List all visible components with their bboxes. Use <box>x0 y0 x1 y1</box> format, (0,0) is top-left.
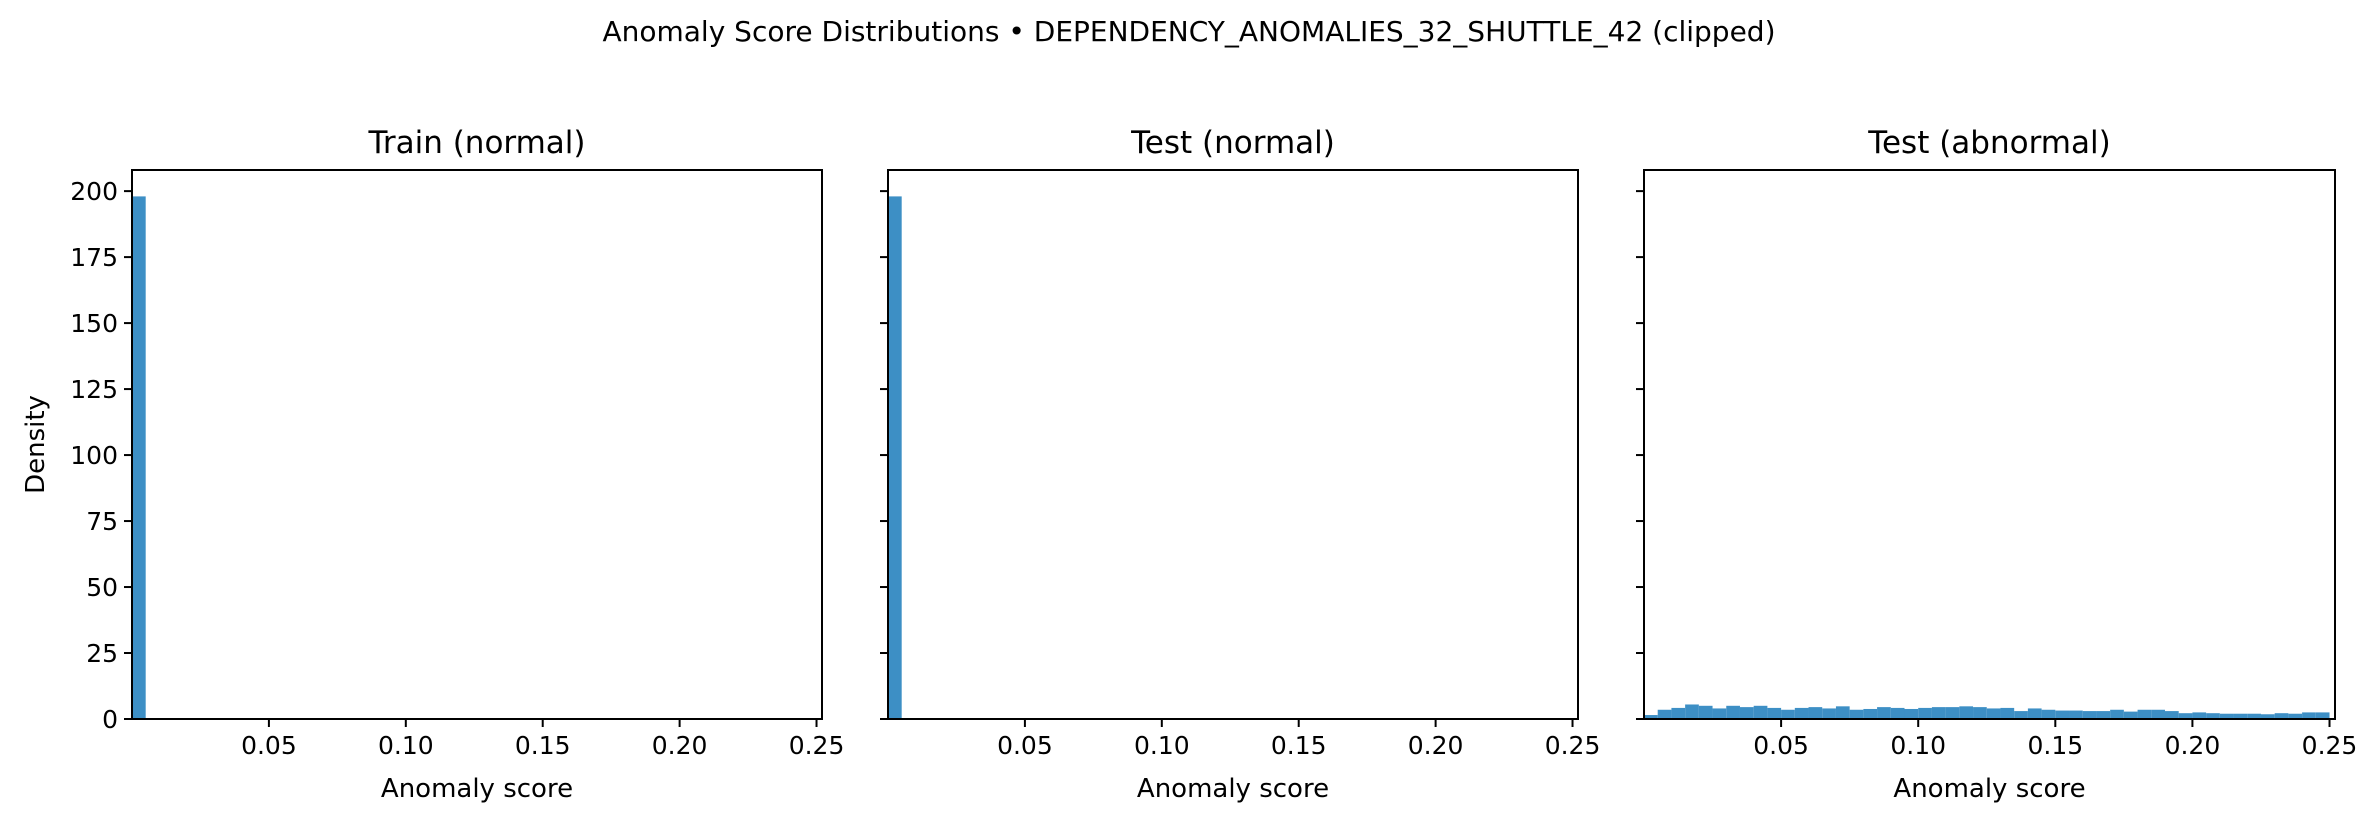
histogram-bar <box>2302 712 2316 719</box>
histogram-bar <box>2069 710 2083 719</box>
histogram-bar <box>2123 711 2138 719</box>
histogram-bar <box>1986 708 2001 719</box>
panels: Train (normal) 0.05 0.10 0.15 0.20 0.25 0 25 50 7… <box>21 125 2357 804</box>
y-axis-label: Density <box>21 395 51 494</box>
histogram-bar <box>2288 713 2303 719</box>
histogram-bar <box>1849 709 1864 719</box>
histogram-bar <box>2178 713 2193 719</box>
histogram-bar <box>1767 707 1782 719</box>
histogram-bar <box>1835 706 1850 719</box>
histogram-bar <box>1644 715 1658 719</box>
histogram-bar <box>888 196 902 719</box>
histogram-bar <box>2110 709 2124 719</box>
histogram-bar <box>1739 707 1754 719</box>
histogram-bar <box>1973 707 1987 719</box>
histogram-bar <box>2219 713 2234 719</box>
histogram-bar <box>2041 709 2056 719</box>
histogram-bar <box>2096 711 2111 719</box>
y-tick-label: 175 <box>70 243 118 272</box>
histogram-bar <box>1904 708 1919 719</box>
x-tick-label: 0.15 <box>515 731 571 760</box>
x-tick-label: 0.10 <box>1890 731 1946 760</box>
histogram-bar <box>1890 707 1905 719</box>
subplot-1: Train (normal) 0.05 0.10 0.15 0.20 0.25 0 25 50 7… <box>21 125 844 804</box>
x-tick-label: 0.20 <box>1408 731 1464 760</box>
histogram-bar <box>2137 709 2152 719</box>
histogram-bar <box>1794 707 1809 719</box>
y-tick-label: 200 <box>70 177 118 206</box>
x-tick-label: 0.10 <box>378 731 434 760</box>
histogram-bar <box>2082 711 2097 719</box>
subplot-title: Test (abnormal) <box>1867 125 2110 161</box>
histogram-bar <box>2164 711 2179 719</box>
histogram-bar <box>2151 709 2165 719</box>
histogram-bar <box>1685 704 1699 719</box>
x-tick-label: 0.25 <box>2302 731 2358 760</box>
histogram-bar <box>2274 713 2289 719</box>
histogram-bar <box>1657 709 1672 719</box>
y-tick-label: 0 <box>102 705 118 734</box>
histogram-bar <box>1698 705 1713 719</box>
histogram-bar <box>1959 706 1974 719</box>
histogram-bar <box>2315 712 2330 719</box>
y-tick-label: 25 <box>86 639 118 668</box>
x-tick-label: 0.05 <box>241 731 297 760</box>
y-tick-label: 125 <box>70 375 118 404</box>
y-tick-label: 100 <box>70 441 118 470</box>
histogram-bar <box>1726 705 1740 719</box>
x-tick-label: 0.20 <box>2165 731 2221 760</box>
plot-frame <box>131 169 823 720</box>
histogram-bar <box>1671 707 1686 719</box>
x-axis-label: Anomaly score <box>1137 774 1329 804</box>
histogram-bar <box>1712 708 1727 719</box>
histogram-bar <box>2233 713 2248 719</box>
histogram-bar <box>1918 707 1932 719</box>
histogram-bar <box>1781 709 1795 719</box>
histogram-bar <box>2014 711 2028 719</box>
x-tick-label: 0.25 <box>1545 731 1601 760</box>
histogram-bar <box>132 196 146 719</box>
x-tick-label: 0.15 <box>1271 731 1327 760</box>
plot-frame <box>887 169 1579 720</box>
plot-frame <box>1643 169 2336 720</box>
subplot-3: Test (abnormal) 0.05 0.10 0.15 0.20 0.25 Anoma… <box>1636 125 2357 804</box>
x-tick-label: 0.25 <box>789 731 845 760</box>
figure-title: Anomaly Score Distributions • DEPENDENCY… <box>602 15 1775 48</box>
histogram-bar <box>1945 707 1960 719</box>
histogram-bar <box>2247 713 2261 719</box>
x-tick-label: 0.05 <box>1753 731 1809 760</box>
histogram-bar <box>2000 707 2015 719</box>
histogram-bar <box>2055 710 2070 719</box>
x-tick-label: 0.05 <box>997 731 1053 760</box>
histogram-bar <box>1877 707 1891 719</box>
x-tick-label: 0.15 <box>2027 731 2083 760</box>
x-tick-label: 0.20 <box>652 731 708 760</box>
x-axis-label: Anomaly score <box>1893 774 2085 804</box>
x-axis-label: Anomaly score <box>381 774 573 804</box>
histogram-bar <box>1808 707 1823 719</box>
histogram-bar <box>2206 713 2220 719</box>
y-tick-label: 50 <box>86 573 118 602</box>
histogram-bar <box>1822 708 1836 719</box>
subplot-title: Train (normal) <box>367 125 585 161</box>
subplot-2: Test (normal) 0.05 0.10 0.15 0.20 0.25 Anomaly… <box>880 125 1600 804</box>
histogram-bar <box>1863 708 1878 719</box>
x-tick-label: 0.10 <box>1134 731 1190 760</box>
histogram-bar <box>2192 712 2207 719</box>
y-tick-label: 75 <box>86 507 118 536</box>
histogram-bar <box>2260 714 2275 719</box>
histogram-bar <box>2027 708 2042 719</box>
subplot-title: Test (normal) <box>1130 125 1335 161</box>
histogram-bar <box>1753 705 1768 719</box>
histogram-bar <box>1931 707 1946 719</box>
y-tick-label: 150 <box>70 309 118 338</box>
